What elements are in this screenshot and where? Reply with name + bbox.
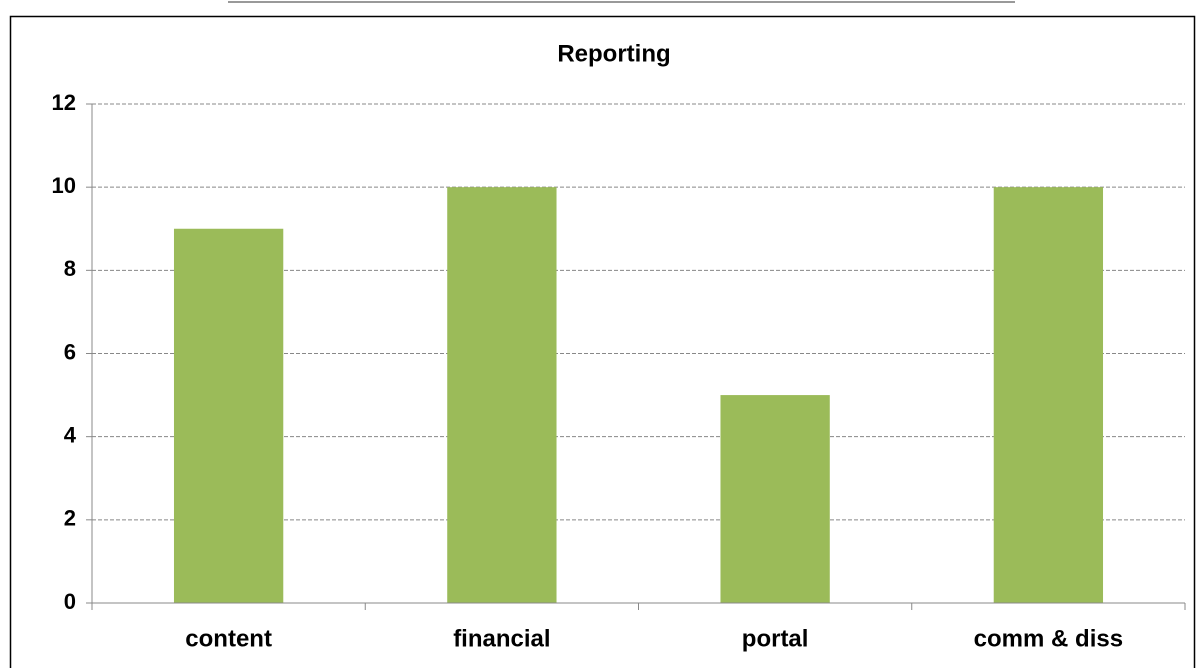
y-tick-label: 8	[64, 256, 76, 281]
chart-title: Reporting	[557, 40, 670, 67]
x-tick-label: portal	[742, 625, 809, 652]
x-tick-label: financial	[453, 625, 550, 652]
y-tick-label: 2	[64, 506, 76, 531]
bar	[720, 395, 830, 603]
y-tick-label: 4	[64, 422, 77, 447]
y-tick-label: 10	[52, 173, 76, 198]
bar	[993, 187, 1104, 603]
x-tick-label: comm & diss	[974, 625, 1123, 652]
bar	[447, 187, 557, 603]
x-tick-label: content	[185, 625, 272, 652]
y-tick-label: 6	[64, 339, 76, 364]
y-tick-label: 12	[52, 90, 76, 115]
y-tick-label: 0	[64, 589, 76, 614]
bar	[173, 228, 284, 603]
